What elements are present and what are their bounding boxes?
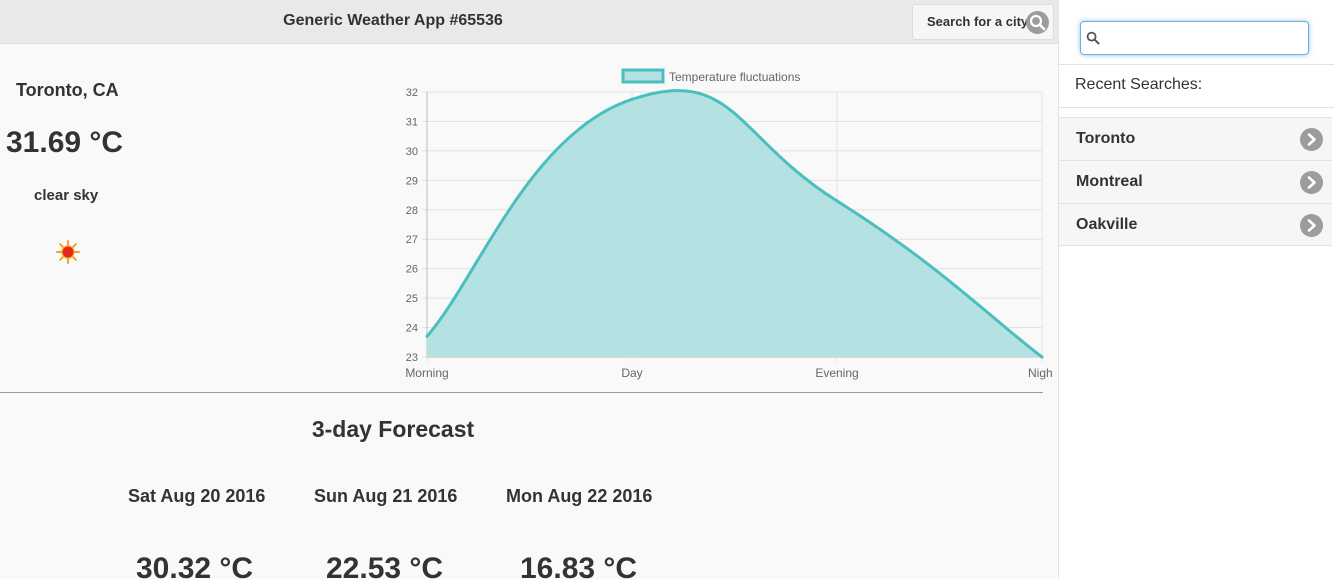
chevron-right-icon	[1300, 214, 1323, 237]
chevron-right-icon	[1300, 128, 1323, 151]
forecast-title: 3-day Forecast	[0, 416, 786, 443]
y-tick-label: 25	[406, 293, 418, 305]
y-tick-label: 26	[406, 264, 418, 276]
legend-label: Temperature fluctuations	[669, 70, 800, 84]
recent-item-oakville[interactable]: Oakville	[1059, 203, 1332, 246]
recent-item-label: Toronto	[1076, 118, 1135, 160]
y-tick-label: 27	[406, 234, 418, 246]
x-tick-label: Morning	[405, 366, 448, 380]
recent-item-montreal[interactable]: Montreal	[1059, 160, 1332, 203]
recent-item-label: Montreal	[1076, 161, 1143, 203]
data-point-evening	[836, 199, 839, 202]
forecast-day-3-date: Mon Aug 22 2016	[506, 486, 652, 507]
recent-item-toronto[interactable]: Toronto	[1059, 117, 1332, 160]
recent-item-label: Oakville	[1076, 204, 1137, 246]
y-tick-label: 31	[406, 116, 418, 128]
sidebar-search	[1059, 0, 1334, 65]
chevron-right-icon	[1300, 171, 1323, 194]
series-area	[427, 91, 1042, 357]
legend-swatch	[623, 70, 663, 82]
y-tick-label: 32	[406, 87, 418, 99]
y-tick-label: 28	[406, 205, 418, 217]
y-tick-label: 23	[406, 352, 418, 364]
search-icon	[1086, 31, 1100, 45]
forecast-day-2-temp: 22.53 °C	[326, 552, 443, 579]
x-tick-label: Day	[621, 366, 642, 380]
search-city-button-label: Search for a city	[927, 5, 1028, 39]
search-input[interactable]	[1080, 21, 1309, 55]
temperature-chart: 32 31 30 29 28 27 26 25 24 23 Morning Day Evening Nig…	[396, 62, 1052, 388]
recent-searches-label: Recent Searches:	[1075, 76, 1202, 94]
data-point-night	[1041, 356, 1044, 359]
city-name: Toronto, CA	[16, 80, 119, 101]
forecast-day-1-temp: 30.32 °C	[136, 552, 253, 579]
sun-icon	[56, 240, 80, 264]
search-city-button[interactable]: Search for a city	[912, 4, 1054, 40]
data-point-morning	[426, 335, 429, 338]
forecast-day-3-temp: 16.83 °C	[520, 552, 637, 579]
y-tick-label: 24	[406, 323, 418, 335]
sidebar: Recent Searches: Toronto Montreal Oakvil…	[1058, 0, 1334, 579]
y-tick-label: 29	[406, 175, 418, 187]
y-tick-label: 30	[406, 146, 418, 158]
search-icon	[1026, 11, 1049, 34]
recent-divider	[1059, 107, 1334, 108]
section-divider	[0, 392, 1043, 393]
data-point-day	[631, 98, 634, 101]
x-tick-label: Night	[1028, 366, 1052, 380]
main-panel: Generic Weather App #65536 Search for a …	[0, 0, 1058, 579]
forecast-day-2-date: Sun Aug 21 2016	[314, 486, 457, 507]
app-title: Generic Weather App #65536	[0, 0, 786, 44]
forecast-day-1-date: Sat Aug 20 2016	[128, 486, 265, 507]
app-header: Generic Weather App #65536 Search for a …	[0, 0, 1058, 44]
current-temperature: 31.69 °C	[6, 126, 123, 160]
x-tick-label: Evening	[815, 366, 858, 380]
recent-list: Toronto Montreal Oakville	[1059, 117, 1332, 246]
weather-description: clear sky	[34, 187, 98, 204]
